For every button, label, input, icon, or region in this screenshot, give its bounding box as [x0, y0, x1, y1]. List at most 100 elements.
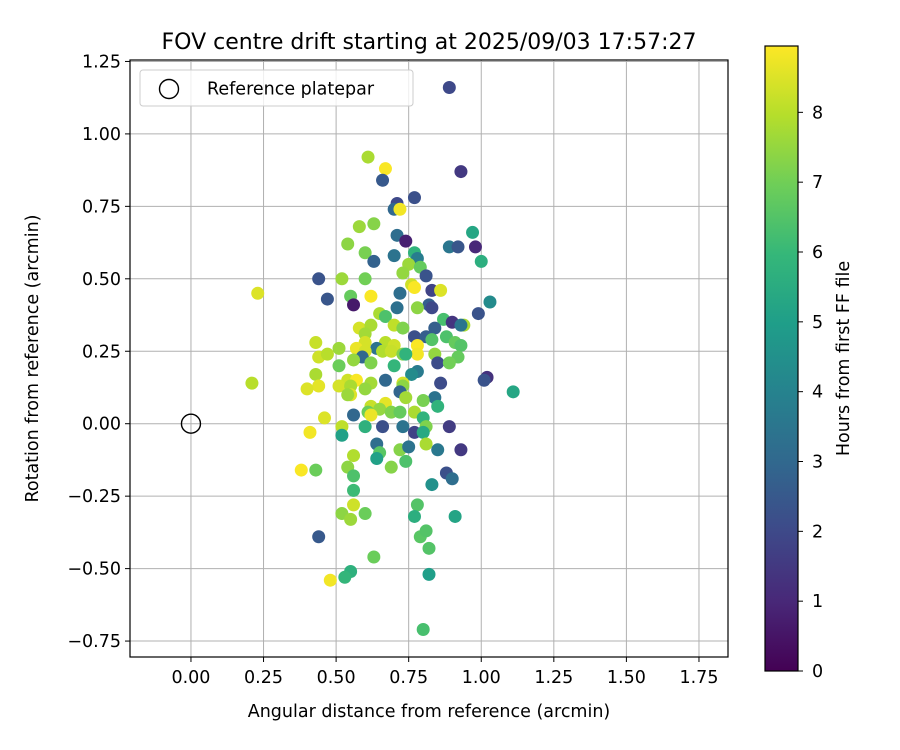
scatter-point: [358, 420, 372, 434]
scatter-point: [474, 254, 488, 268]
scatter-point: [347, 498, 361, 512]
scatter-point: [303, 425, 317, 439]
scatter-point: [384, 460, 398, 474]
scatter-point: [358, 382, 372, 396]
scatter-point: [410, 301, 424, 315]
legend-marker-icon: [158, 78, 180, 100]
scatter-point: [378, 373, 392, 387]
scatter-point: [338, 570, 352, 584]
scatter-point: [442, 81, 456, 95]
y-tick-label: −0.75: [67, 632, 121, 652]
colorbar-tick-label: 8: [812, 103, 823, 123]
x-tick-label: 0.75: [389, 668, 428, 688]
x-tick-label: 1.00: [462, 668, 501, 688]
scatter-point: [454, 338, 468, 352]
scatter-point: [396, 420, 410, 434]
scatter-point: [251, 286, 265, 300]
scatter-point: [454, 165, 468, 179]
scatter-point: [376, 420, 390, 434]
scatter-point: [434, 376, 448, 390]
scatter-point: [347, 408, 361, 422]
scatter-point: [399, 234, 413, 248]
scatter-point: [341, 388, 355, 402]
x-tick-label: 0.50: [317, 668, 356, 688]
y-tick-label: 0.00: [82, 415, 121, 435]
scatter-point: [416, 425, 430, 439]
scatter-point: [387, 359, 401, 373]
scatter-point: [344, 512, 358, 526]
scatter-point: [393, 286, 407, 300]
scatter-point: [407, 280, 421, 294]
scatter-point: [378, 309, 392, 323]
scatter-point: [320, 292, 334, 306]
colorbar: 0 1 2 3 4 5 6 7 8 Hours from first FF file: [764, 45, 854, 682]
scatter-point: [425, 478, 439, 492]
scatter-point: [335, 428, 349, 442]
scatter-point: [419, 437, 433, 451]
scatter-point: [309, 336, 323, 350]
scatter-point: [425, 301, 439, 315]
scatter-point: [425, 333, 439, 347]
scatter-point: [376, 173, 390, 187]
scatter-point: [442, 420, 456, 434]
scatter-point: [347, 483, 361, 497]
scatter-point: [352, 220, 366, 234]
scatter-point: [448, 509, 462, 523]
scatter-point: [341, 237, 355, 251]
y-axis-label: Rotation from reference (arcmin): [23, 215, 43, 503]
colorbar-tick-label: 5: [812, 313, 823, 333]
scatter-point: [483, 295, 497, 309]
y-tick-label: 0.50: [82, 270, 121, 290]
scatter-point: [431, 443, 445, 457]
scatter-point: [410, 498, 424, 512]
scatter-point: [361, 150, 375, 164]
axes-frame: [129, 59, 729, 658]
scatter-point: [364, 289, 378, 303]
x-axis-ticks: 0.00 0.25 0.50 0.75 1.00 1.25 1.50 1.75: [171, 657, 718, 688]
scatter-point: [367, 550, 381, 564]
colorbar-tick-label: 0: [812, 662, 823, 682]
scatter-point: [358, 272, 372, 286]
scatter-point: [364, 408, 378, 422]
x-tick-label: 1.50: [607, 668, 646, 688]
x-tick-label: 0.25: [244, 668, 283, 688]
scatter-point: [320, 347, 334, 361]
scatter-point: [335, 272, 349, 286]
scatter-point: [428, 321, 442, 335]
scatter-point: [407, 509, 421, 523]
scatter-point: [390, 301, 404, 315]
scatter-point: [384, 344, 398, 358]
scatter-point: [506, 385, 520, 399]
y-tick-label: −0.50: [67, 560, 121, 580]
scatter-point: [245, 376, 259, 390]
scatter-point: [431, 356, 445, 370]
scatter-point: [300, 382, 314, 396]
scatter-point: [347, 298, 361, 312]
scatter-point: [312, 272, 326, 286]
colorbar-ticks: 0 1 2 3 4 5 6 7 8: [798, 103, 823, 682]
scatter-point: [347, 353, 361, 367]
scatter-point: [323, 573, 337, 587]
scatter-point: [402, 440, 416, 454]
scatter-point: [422, 567, 436, 581]
scatter-point: [358, 246, 372, 260]
x-tick-label: 1.25: [534, 668, 573, 688]
colorbar-gradient: [765, 46, 798, 671]
y-tick-label: 1.00: [82, 125, 121, 145]
scatter-point: [309, 463, 323, 477]
scatter-point: [347, 469, 361, 483]
y-tick-label: 1.25: [82, 52, 121, 72]
y-tick-label: 0.25: [82, 342, 121, 362]
scatter-point: [332, 341, 346, 355]
scatter-point: [407, 191, 421, 205]
scatter-point: [393, 202, 407, 216]
colorbar-tick-label: 6: [812, 243, 823, 263]
scatter-point: [442, 356, 456, 370]
scatter-point: [399, 454, 413, 468]
legend: Reference platepar: [139, 69, 414, 107]
legend-label: Reference platepar: [207, 80, 375, 100]
scatter-point: [477, 373, 491, 387]
scatter-point: [451, 240, 465, 254]
scatter-point: [378, 162, 392, 176]
